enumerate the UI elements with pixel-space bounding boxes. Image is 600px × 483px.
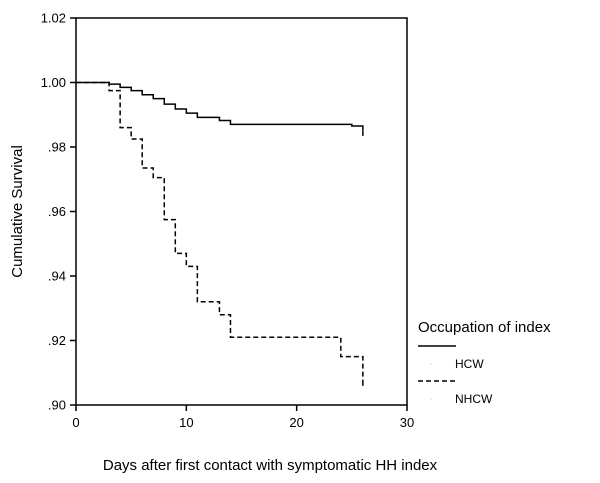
x-tick-label: 10 — [179, 415, 193, 430]
x-tick-label: 20 — [289, 415, 303, 430]
x-tick-label: 0 — [72, 415, 79, 430]
series-line-nhcw — [76, 81, 364, 381]
y-tick-label: 1.02 — [41, 11, 66, 26]
y-tick-label: .90 — [48, 398, 66, 413]
legend-title: Occupation of index — [418, 319, 551, 336]
y-tick-label: .94 — [48, 269, 66, 284]
legend-label-hcw: HCW — [455, 357, 484, 371]
x-axis-title: Days after first contact with symptomati… — [103, 457, 438, 474]
y-axis-title: Cumulative Survival — [9, 145, 26, 278]
plot-frame — [75, 17, 408, 406]
x-tick-label: 30 — [400, 415, 414, 430]
y-tick-label: .92 — [48, 333, 66, 348]
y-tick-label: .96 — [48, 204, 66, 219]
legend-dot — [430, 398, 432, 400]
y-tick-label: 1.00 — [41, 75, 66, 90]
legend-dot — [430, 363, 432, 365]
legend-label-nhcw: NHCW — [455, 392, 493, 406]
series-line-hcw — [76, 81, 364, 131]
y-tick-label: .98 — [48, 140, 66, 155]
